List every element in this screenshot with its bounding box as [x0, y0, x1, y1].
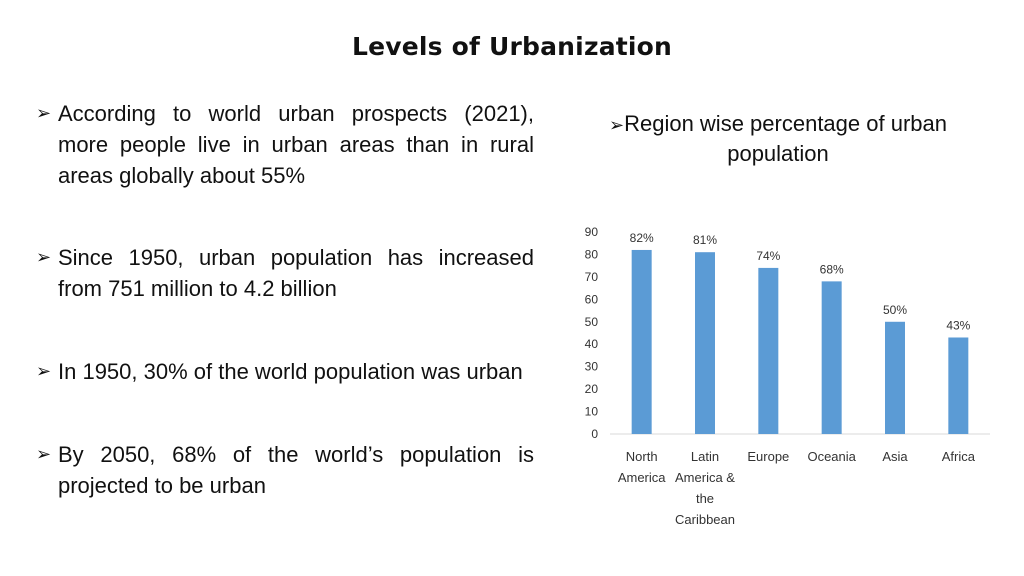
- bullet-item: ➢ In 1950, 30% of the world population w…: [36, 356, 534, 387]
- bullet-text: By 2050, 68% of the world’s population i…: [58, 442, 534, 498]
- bullet-item: ➢ Since 1950, urban population has incre…: [36, 242, 534, 304]
- x-category-label: Africa: [942, 449, 976, 464]
- arrow-bullet-icon: ➢: [36, 247, 52, 268]
- x-category-label: North: [626, 449, 658, 464]
- chart-caption: ➢Region wise percentage of urban populat…: [578, 110, 978, 168]
- bullet-text: In 1950, 30% of the world population was…: [58, 359, 523, 384]
- y-tick-label: 10: [585, 405, 599, 419]
- x-category-label: Europe: [747, 449, 789, 464]
- y-tick-label: 60: [585, 292, 599, 306]
- bar: [631, 249, 652, 434]
- x-category-label: Oceania: [807, 449, 856, 464]
- bar: [758, 267, 779, 434]
- y-tick-label: 90: [585, 225, 599, 239]
- bar-data-label: 50%: [883, 303, 907, 317]
- bar: [885, 321, 905, 434]
- y-tick-label: 0: [591, 427, 598, 441]
- bar: [948, 337, 969, 434]
- bar-data-label: 68%: [820, 262, 844, 276]
- y-tick-label: 50: [585, 315, 599, 329]
- bar: [821, 281, 842, 434]
- y-tick-label: 20: [585, 382, 599, 396]
- bar-data-label: 82%: [630, 231, 654, 245]
- bar-data-label: 74%: [756, 249, 780, 263]
- y-tick-label: 70: [585, 270, 599, 284]
- x-category-label: Asia: [882, 449, 908, 464]
- arrow-bullet-icon: ➢: [36, 103, 52, 124]
- y-tick-label: 30: [585, 360, 599, 374]
- x-category-label: Caribbean: [675, 512, 735, 527]
- y-tick-label: 80: [585, 247, 599, 261]
- bar-data-label: 81%: [693, 233, 717, 247]
- arrow-bullet-icon: ➢: [609, 115, 625, 136]
- x-category-label: America: [618, 470, 666, 485]
- bar-chart: 0 10 20 30 40 50 60 70 80 90 82% North America 81% Lat…: [585, 225, 990, 527]
- arrow-bullet-icon: ➢: [36, 361, 52, 382]
- bullet-item: ➢ By 2050, 68% of the world’s population…: [36, 439, 534, 501]
- bullet-item: ➢ According to world urban prospects (20…: [36, 98, 534, 191]
- arrow-bullet-icon: ➢: [36, 444, 52, 465]
- slide-title: Levels of Urbanization: [351, 32, 673, 61]
- x-category-label: the: [696, 491, 714, 506]
- x-category-label: Latin: [691, 449, 719, 464]
- bullet-text: Since 1950, urban population has increas…: [58, 245, 534, 301]
- chart-caption-text: Region wise percentage of urban populati…: [624, 111, 947, 166]
- bullet-text: According to world urban prospects (2021…: [58, 101, 534, 188]
- bar: [695, 252, 715, 434]
- y-tick-label: 40: [585, 337, 599, 351]
- bullet-list: ➢ According to world urban prospects (20…: [36, 98, 534, 501]
- bar-data-label: 43%: [946, 318, 970, 332]
- x-category-label: America &: [675, 470, 735, 485]
